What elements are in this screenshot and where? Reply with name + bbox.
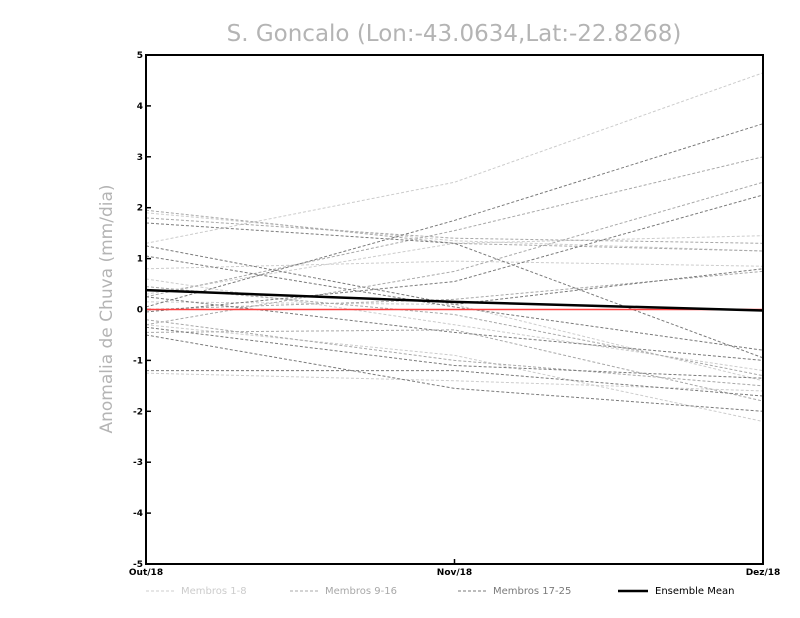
series-line-member-16 xyxy=(145,319,764,387)
series-layer xyxy=(145,72,764,422)
y-tick-label: -4 xyxy=(133,509,143,519)
y-tick-label: -5 xyxy=(133,560,143,570)
series-line-member-4 xyxy=(145,235,764,295)
series-line-member-20 xyxy=(145,255,764,351)
series-line-member-11 xyxy=(145,156,764,298)
series-line-member-14 xyxy=(145,329,764,402)
x-tick-label: Nov/18 xyxy=(437,568,472,578)
y-tick-label: -1 xyxy=(133,356,143,366)
series-line-member-5 xyxy=(145,278,764,372)
series-line-member-8 xyxy=(145,301,764,382)
legend-label: Membros 9-16 xyxy=(325,586,397,597)
x-tick-label: Out/18 xyxy=(129,568,163,578)
series-line-member-3 xyxy=(145,260,764,270)
series-line-member-9 xyxy=(145,209,764,252)
series-line-member-2 xyxy=(145,212,764,252)
x-tick-label: Dez/18 xyxy=(746,568,781,578)
series-line-ensemble-mean xyxy=(145,288,764,312)
y-tick-label: 4 xyxy=(137,102,143,112)
series-line-member-7 xyxy=(145,372,764,392)
y-tick-label: 2 xyxy=(137,204,143,214)
y-tick-label: 3 xyxy=(137,153,143,163)
series-line-member-22 xyxy=(145,296,764,361)
series-line-member-6 xyxy=(145,324,764,422)
legend: Membros 1-8 Membros 9-16 Membros 17-25 Ense… xyxy=(146,586,734,597)
series-line-member-15 xyxy=(145,286,764,377)
legend-label: Membros 1-8 xyxy=(181,586,247,597)
y-tick-label: -3 xyxy=(133,458,143,468)
x-axis-ticks: Out/18 Nov/18 Dez/18 xyxy=(129,559,780,578)
series-line-member-1 xyxy=(145,72,764,244)
plot-area-frame xyxy=(145,54,764,565)
series-line-member-18 xyxy=(145,194,764,313)
legend-label: Membros 17-25 xyxy=(493,586,571,597)
series-line-member-23 xyxy=(145,326,764,379)
series-line-member-17 xyxy=(145,123,764,308)
chart-title: S. Goncalo (Lon:-43.0634,Lat:-22.8268) xyxy=(227,21,682,47)
series-line-member-25 xyxy=(146,370,764,397)
y-tick-label: 1 xyxy=(137,255,143,265)
y-tick-label: 5 xyxy=(137,51,143,61)
legend-label: Ensemble Mean xyxy=(655,586,734,597)
y-axis-label: Anomalia de Chuva (mm/dia) xyxy=(97,184,117,433)
y-tick-label: 0 xyxy=(137,306,143,316)
series-line-member-24 xyxy=(145,334,764,412)
series-line-member-12 xyxy=(145,181,764,326)
y-axis-ticks: -5 -4 -3 -2 -1 0 1 2 3 4 5 xyxy=(133,51,151,570)
y-tick-label: -2 xyxy=(133,407,143,417)
series-line-member-13 xyxy=(145,270,764,310)
series-line-member-19 xyxy=(145,245,764,305)
